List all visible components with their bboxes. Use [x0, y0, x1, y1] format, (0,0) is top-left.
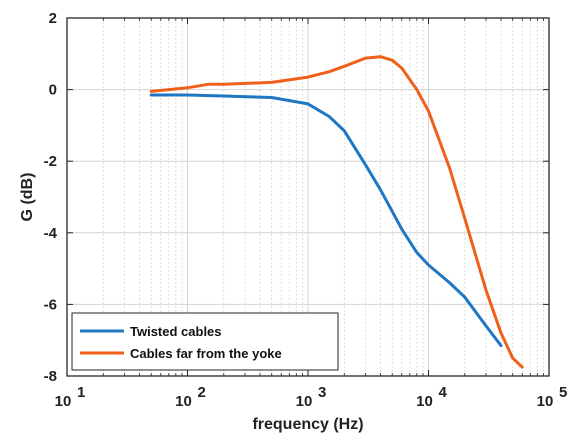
x-axis-label: frequency (Hz) [252, 416, 363, 433]
legend-label-twisted-cables: Twisted cables [130, 324, 222, 339]
legend-label-cables-far-from-the-yoke: Cables far from the yoke [130, 346, 282, 361]
series-line-twisted-cables [149, 93, 503, 348]
y-tick-label: -6 [44, 296, 57, 313]
y-tick-label: -2 [44, 153, 57, 170]
x-tick-label-exponent: 5 [559, 384, 567, 401]
y-tick-label: -8 [44, 368, 57, 385]
x-tick-label: 10 [175, 393, 192, 410]
series-line-cables-far-from-the-yoke [149, 55, 524, 369]
x-tick-label: 10 [296, 393, 313, 410]
x-tick-label: 10 [55, 393, 72, 410]
x-tick-label-exponent: 2 [198, 384, 206, 401]
y-axis-label: G (dB) [19, 173, 36, 222]
x-tick-label-exponent: 3 [318, 384, 326, 401]
x-tick-label: 10 [416, 393, 433, 410]
series-lines [149, 55, 524, 369]
x-tick-label-exponent: 4 [439, 384, 448, 401]
y-tick-labels: 2 0 -2 -4 -6 -8 [44, 10, 58, 385]
legend-box [71, 312, 339, 371]
y-tick-label: 0 [49, 82, 57, 99]
legend: Twisted cables Cables far from the yoke [71, 312, 339, 371]
x-tick-label: 10 [537, 393, 554, 410]
x-tick-label-exponent: 1 [77, 384, 85, 401]
y-tick-label: -4 [44, 225, 58, 242]
x-tick-labels: 10 1 10 2 10 3 10 4 10 5 [55, 384, 568, 410]
axis-ticks [66, 17, 550, 377]
y-tick-label: 2 [49, 10, 57, 27]
